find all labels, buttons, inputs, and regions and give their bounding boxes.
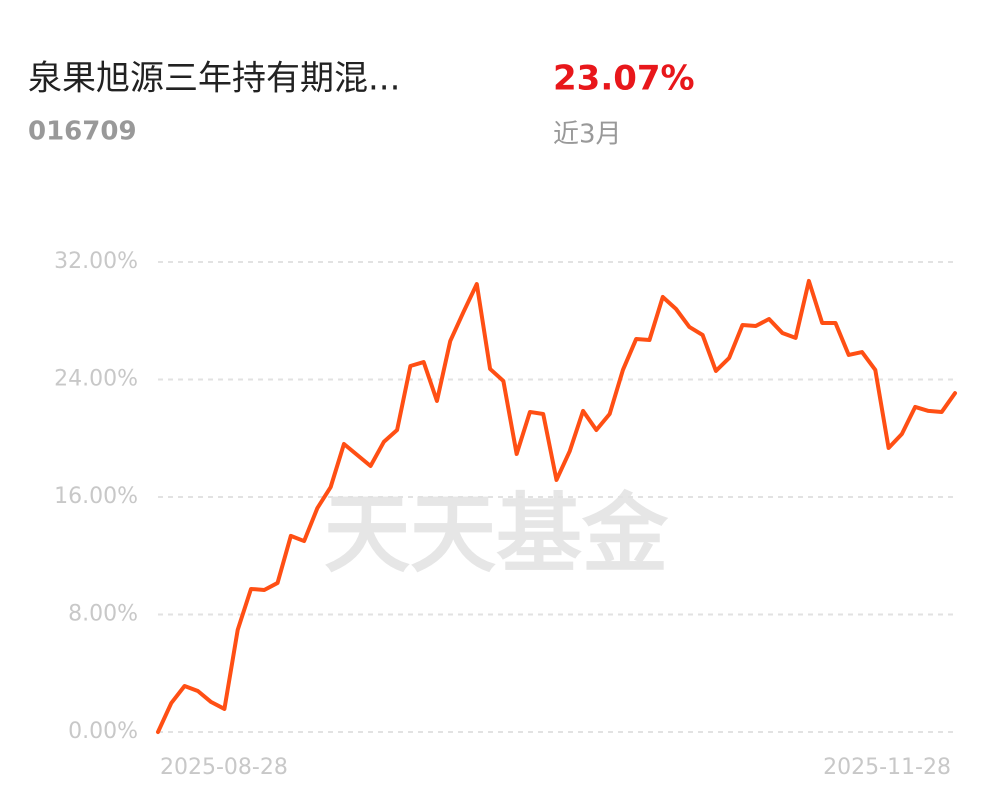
y-tick-label: 32.00%: [54, 249, 138, 274]
watermark: 天天基金: [324, 484, 669, 584]
fund-code: 016709: [28, 117, 137, 147]
y-tick-label: 0.00%: [68, 719, 138, 744]
period: 近3月: [553, 120, 622, 150]
x-tick-label: 2025-11-28: [823, 755, 951, 780]
y-tick-label: 24.00%: [54, 367, 138, 392]
y-tick-label: 16.00%: [54, 484, 138, 509]
x-tick-label: 2025-08-28: [160, 755, 288, 780]
fund-name: 泉果旭源三年持有期混...: [28, 59, 400, 99]
line-series: [156, 278, 957, 734]
fund-return: 23.07%: [553, 59, 695, 99]
y-tick-label: 8.00%: [68, 602, 138, 627]
